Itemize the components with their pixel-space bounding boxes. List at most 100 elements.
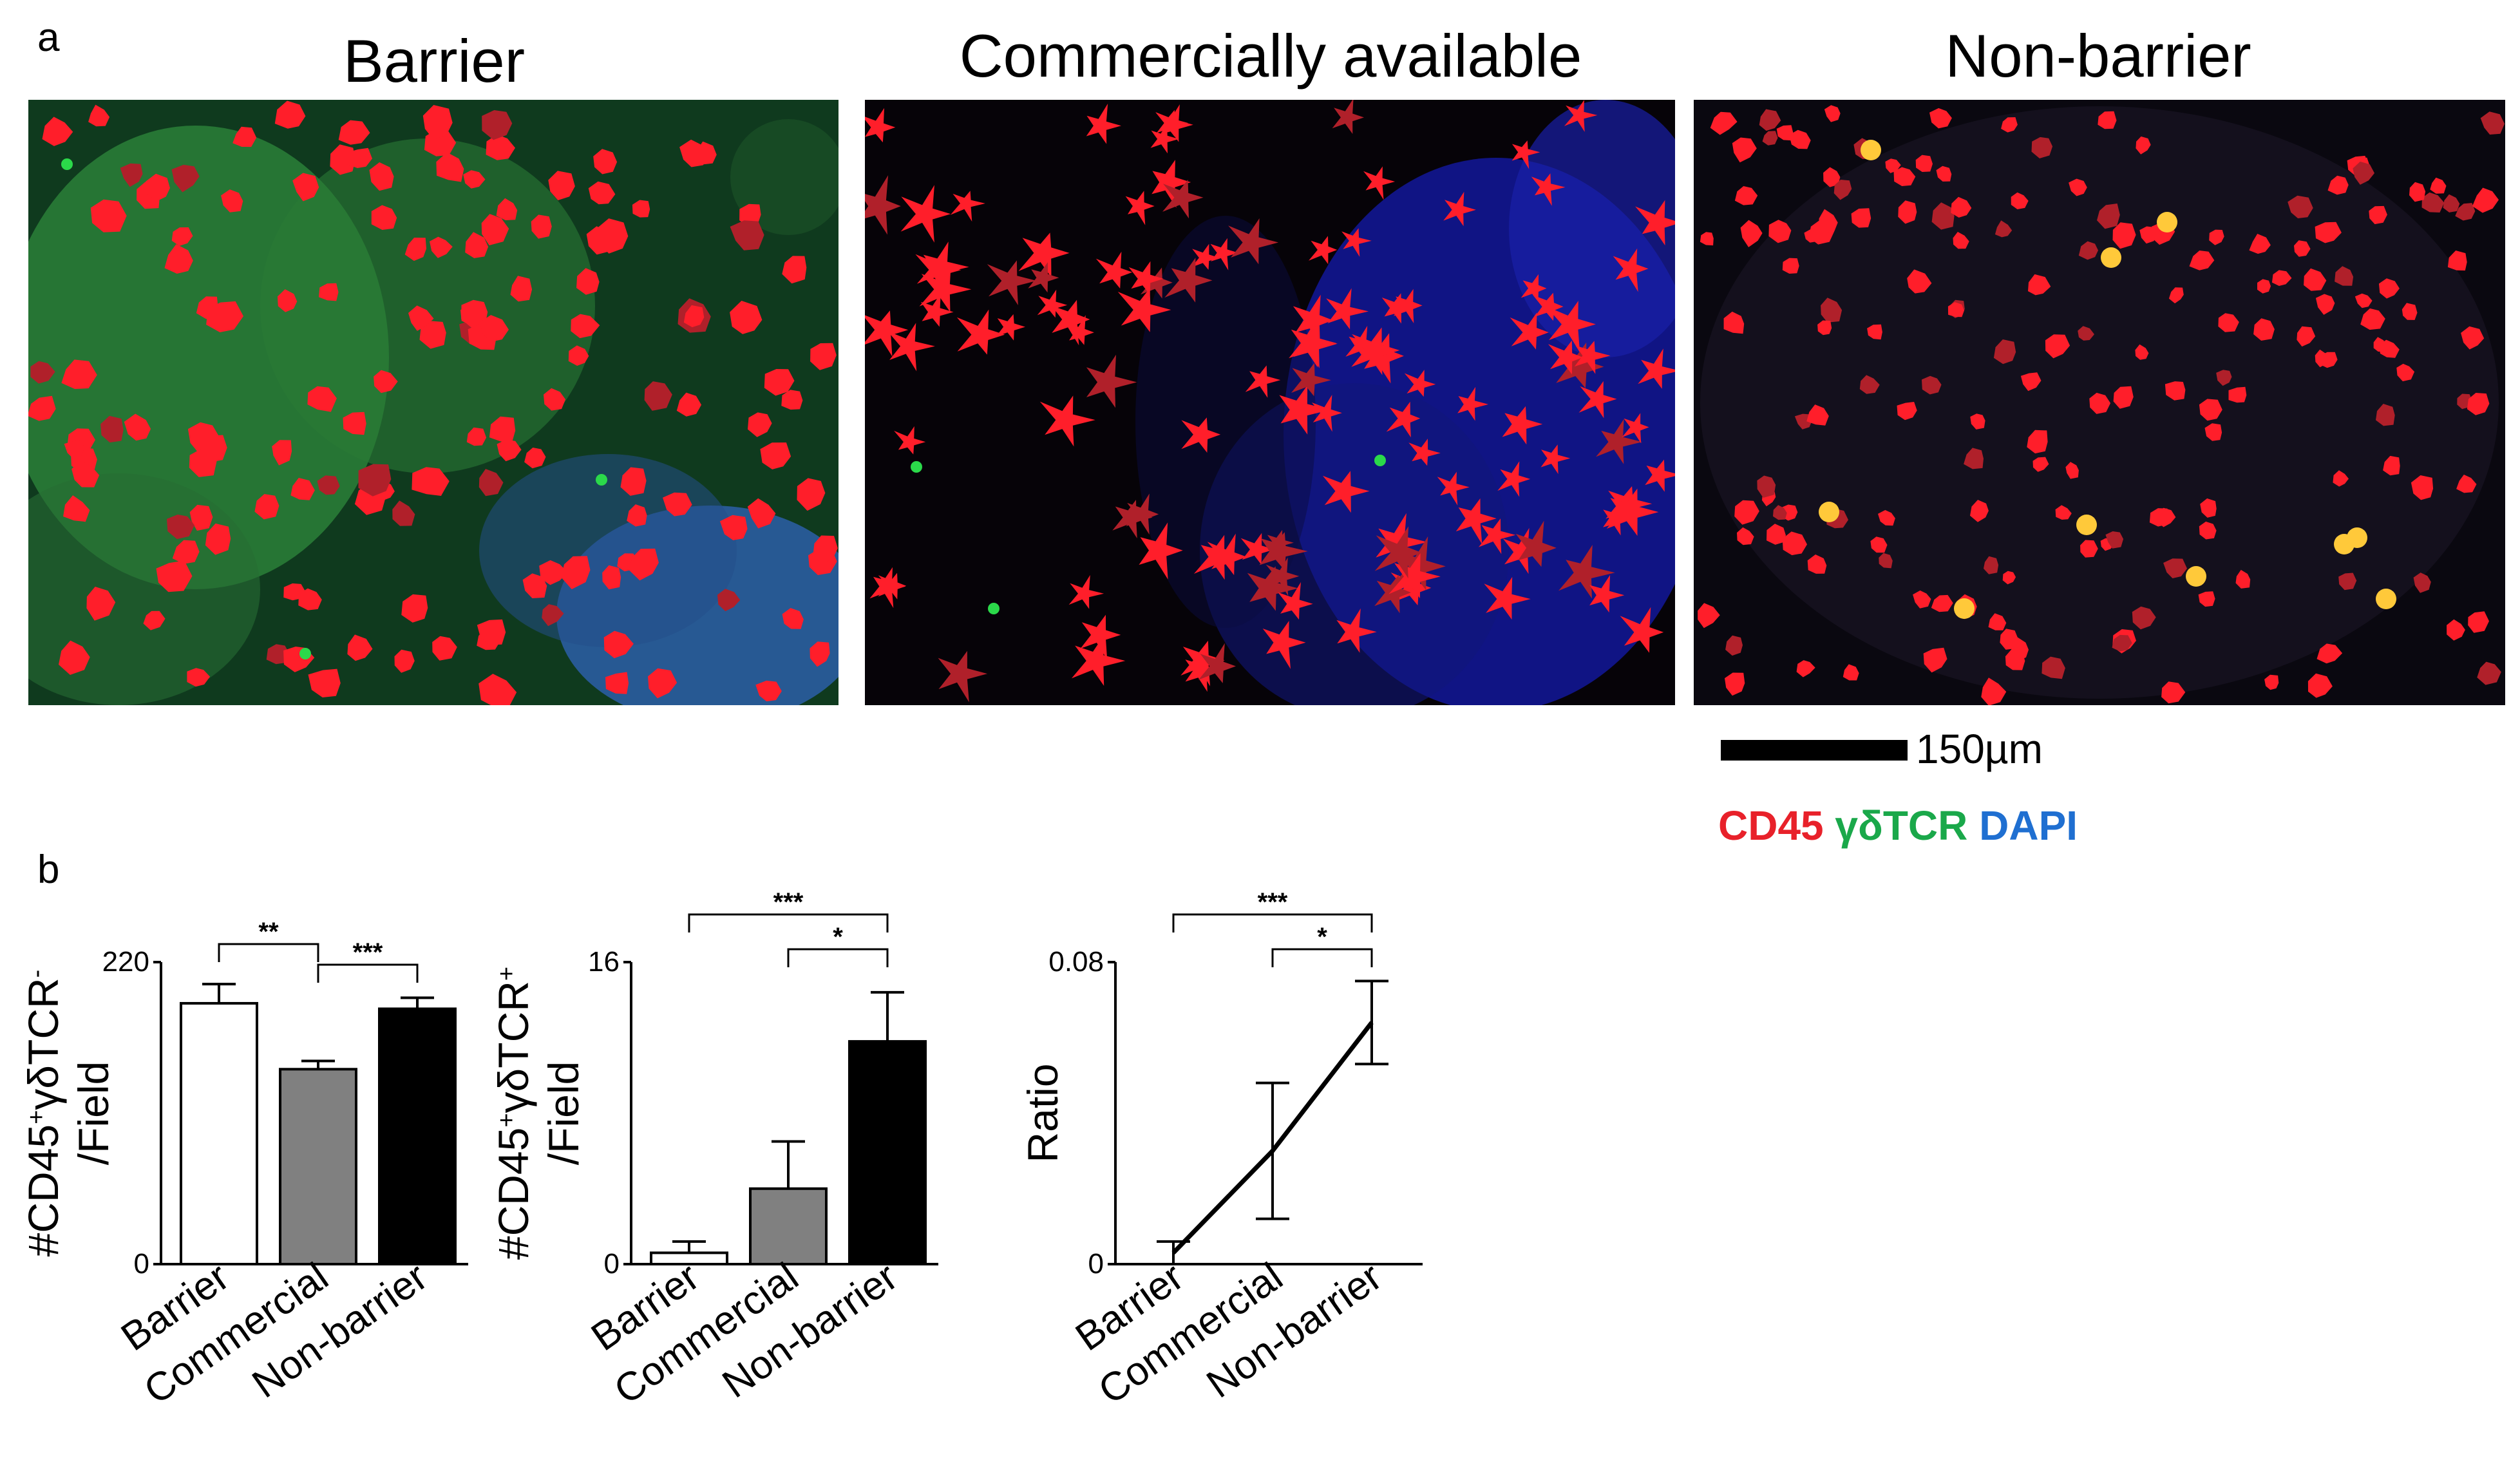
cd45-cell: [1819, 209, 1838, 234]
cd45-cell: [1931, 202, 1955, 230]
cd45-cell: [524, 448, 546, 469]
significance-label: *: [833, 923, 843, 951]
cd45-cell: [277, 289, 298, 312]
cd45-cell: [576, 268, 600, 295]
cd45-cell: [290, 478, 315, 500]
cd45-cell: [2338, 573, 2357, 591]
cd45-cell: [88, 104, 110, 127]
cd45-cell: [1437, 471, 1470, 506]
cd45-cell: [1279, 385, 1331, 435]
cd45-cell: [810, 343, 837, 370]
cd45-cell: [100, 415, 124, 443]
cd45-cell: [1521, 274, 1547, 302]
cd45-cell: [30, 361, 55, 384]
cd45-cell: [1806, 404, 1829, 426]
cd45-cell: [1540, 444, 1571, 475]
cd45-cell: [2204, 423, 2222, 441]
gdtcr-cell: [911, 461, 922, 473]
cd45-cell: [644, 381, 672, 411]
bar-commercial: [279, 1068, 357, 1265]
cd45-cell: [482, 110, 513, 140]
cd45-cell: [1309, 236, 1338, 265]
cd45-cell: [489, 416, 516, 442]
cd45-cell: [1622, 413, 1649, 444]
cd45-cell: [1198, 643, 1236, 683]
cd45-cell: [1228, 218, 1279, 265]
cd45-cell: [2360, 308, 2385, 330]
double-positive-cell: [2101, 247, 2121, 268]
cd45-cell: [2383, 455, 2400, 476]
cd45-cell: [1515, 520, 1557, 567]
cd45-cell: [987, 260, 1037, 305]
cd45-cell: [2235, 569, 2251, 589]
cd45-cell: [593, 149, 618, 175]
cd45-cell: [1994, 220, 2013, 238]
cd45-cell: [1737, 527, 1754, 545]
cd45-cell: [71, 460, 100, 487]
y-axis-label-main: #CD45: [19, 1124, 67, 1256]
cd45-cell: [663, 492, 692, 516]
cd45-cell: [1700, 232, 1714, 246]
cd45-cell: [221, 189, 243, 213]
cd45-cell: [1267, 529, 1294, 559]
cd45-cell: [648, 668, 677, 699]
cd45-cell: [2315, 349, 2330, 368]
chart-ratio: 00.08Ratio****BarrierCommercialNon-barri…: [1019, 888, 1423, 1413]
double-positive-cell: [2157, 212, 2177, 232]
cd45-cell: [146, 173, 170, 202]
cd45-cell: [460, 305, 484, 325]
cd45-cell: [1767, 524, 1786, 545]
cd45-cell: [1558, 545, 1615, 599]
cd45-cell: [2069, 178, 2087, 196]
gdtcr-cell: [61, 158, 73, 170]
cd45-cell: [629, 548, 659, 581]
double-positive-cell: [2076, 515, 2097, 535]
cd45-cell: [2315, 294, 2335, 315]
stain-legend-gdtcr: γδTCR: [1835, 802, 1968, 849]
cd45-cell: [1484, 576, 1531, 620]
cd45-cell: [568, 345, 589, 366]
cd45-cell: [1821, 298, 1843, 323]
cd45-cell: [2165, 381, 2186, 401]
cd45-cell: [719, 515, 748, 540]
cd45-cell: [1923, 647, 1947, 673]
cd45-cell: [1725, 672, 1745, 696]
cd45-cell: [232, 126, 257, 147]
cd45-cell: [1080, 614, 1121, 659]
cd45-cell: [2113, 386, 2134, 409]
cd45-cell: [900, 185, 951, 243]
cd45-cell: [2480, 111, 2505, 135]
cd45-cell: [1247, 566, 1298, 611]
cd45-cell: [2042, 656, 2065, 679]
cd45-cell: [1578, 381, 1617, 419]
chart-cd45-gdtcr-pos: 016#CD45+γδTCR+/Field****BarrierCommerci…: [489, 888, 938, 1413]
y-axis-label-line2: /Field: [540, 1061, 587, 1165]
cd45-cell: [510, 276, 533, 302]
cd45-cell: [2468, 611, 2489, 633]
y-axis-label-line1: #CD45+γδTCR-: [19, 970, 67, 1257]
cd45-cell: [916, 241, 969, 295]
cd45-cell: [1878, 510, 1895, 526]
cd45-cell: [478, 674, 517, 705]
cd45-cell: [486, 134, 515, 160]
cd45-cell: [1546, 301, 1596, 353]
cd45-cell: [1210, 238, 1238, 270]
cd45-cell: [2000, 629, 2018, 650]
y-axis-label-main: #CD45: [489, 1128, 537, 1260]
cd45-cell: [1336, 608, 1377, 653]
cd45-cell: [463, 170, 486, 189]
cd45-cell: [1596, 419, 1642, 464]
cd45-cell: [343, 412, 366, 435]
cd45-cell: [1773, 505, 1787, 520]
cd45-cell: [1293, 294, 1333, 344]
significance-label: ***: [773, 888, 804, 916]
cd45-cell: [401, 594, 428, 623]
cd45-cell: [1645, 459, 1675, 492]
cd45-cell: [1457, 386, 1489, 421]
cd45-cell: [1293, 324, 1338, 368]
cd45-cell: [596, 218, 629, 254]
cd45-cell: [1807, 554, 1827, 574]
tissue-patch: [479, 454, 737, 647]
cd45-cell: [1817, 320, 1832, 336]
significance-label: ***: [353, 938, 383, 967]
